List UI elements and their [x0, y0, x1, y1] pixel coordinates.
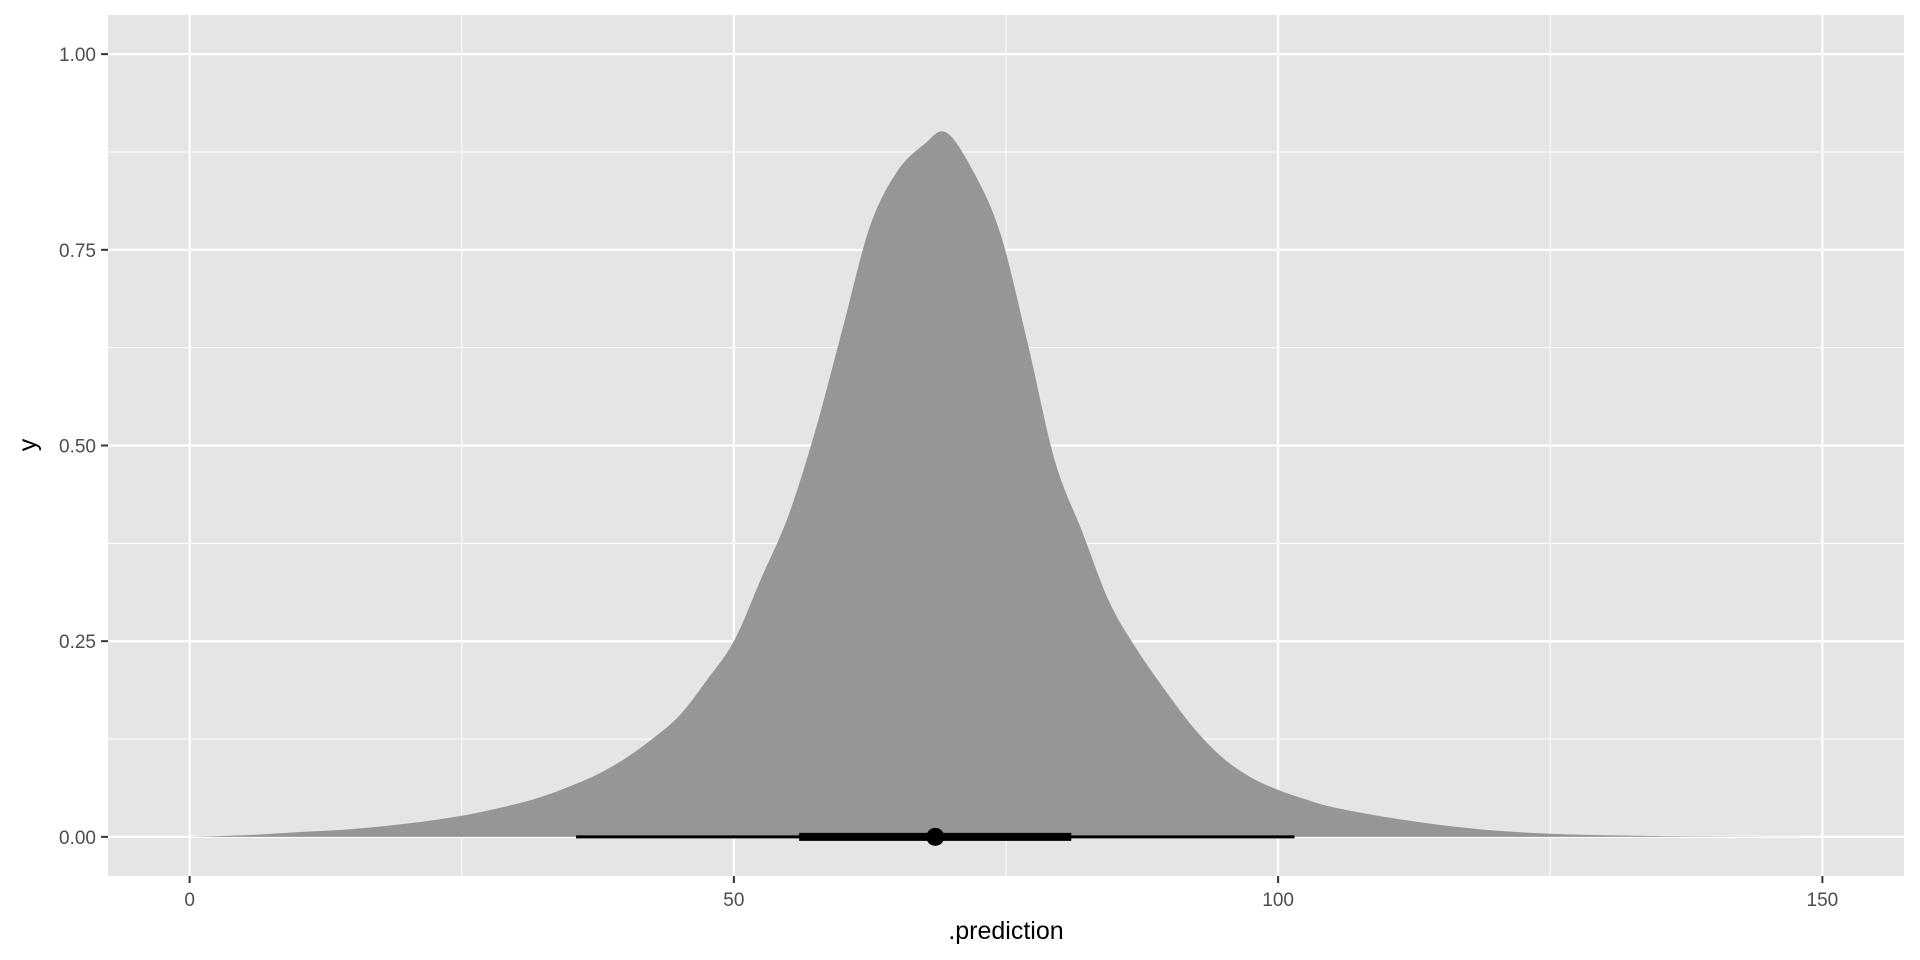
y-axis: 0.00 0.25 0.50 0.75 1.00 — [59, 45, 108, 849]
point-interval — [576, 827, 1295, 846]
x-tick-label: 150 — [1807, 890, 1839, 911]
x-axis-title: .prediction — [948, 917, 1063, 945]
y-tick-label: 0.50 — [59, 437, 96, 458]
density-area — [189, 131, 1823, 837]
y-tick-label: 0.00 — [59, 828, 96, 849]
x-tick-label: 0 — [184, 890, 195, 911]
y-axis-title: y — [14, 438, 42, 451]
x-axis: 0 50 100 150 — [184, 876, 1838, 911]
y-tick-label: 0.75 — [59, 241, 96, 262]
x-tick-label: 50 — [723, 890, 744, 911]
y-tick-label: 0.25 — [59, 632, 96, 653]
x-tick-label: 100 — [1262, 890, 1294, 911]
y-tick-label: 1.00 — [59, 45, 96, 66]
point-estimate — [926, 827, 945, 846]
